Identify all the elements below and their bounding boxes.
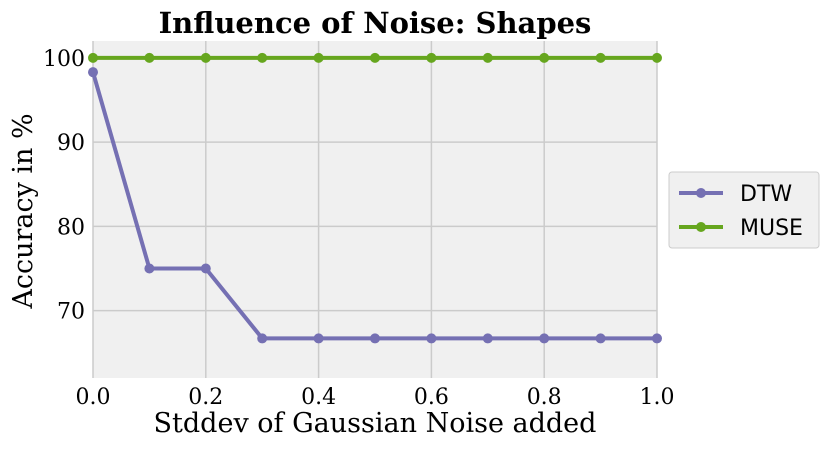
data-point — [257, 52, 268, 63]
legend-item-dtw: DTW — [679, 182, 792, 207]
legend-item-muse: MUSE — [679, 216, 803, 241]
chart-title: Influence of Noise: Shapes — [159, 6, 592, 40]
data-point — [539, 333, 550, 344]
y-axis-label: Accuracy in % — [8, 113, 39, 309]
x-tick-label: 0.0 — [76, 385, 111, 410]
y-tick-label: 70 — [57, 300, 85, 325]
legend: DTW MUSE — [668, 171, 820, 249]
tick-labels: 0.0 0.2 0.4 0.6 0.8 1.0 70 80 90 100 — [43, 47, 675, 410]
x-tick-label: 0.4 — [301, 385, 336, 410]
legend-label: DTW — [740, 182, 792, 207]
data-point — [426, 52, 437, 63]
x-tick-label: 0.6 — [414, 385, 449, 410]
data-point — [88, 67, 98, 78]
y-tick-label: 90 — [57, 131, 85, 156]
legend-swatch-marker — [696, 188, 706, 198]
y-tick-label: 80 — [57, 215, 85, 240]
data-point — [88, 52, 98, 63]
data-point — [200, 52, 211, 63]
data-point — [595, 52, 606, 63]
data-point — [539, 52, 550, 63]
data-point — [652, 52, 662, 63]
series-dtw — [88, 67, 662, 344]
data-point — [482, 52, 493, 63]
data-point — [370, 52, 380, 63]
data-point — [313, 52, 324, 63]
data-point — [595, 333, 606, 344]
series-muse — [88, 52, 662, 63]
y-tick-label: 100 — [43, 47, 85, 72]
data-point — [257, 333, 268, 344]
legend-label: MUSE — [740, 216, 803, 241]
data-point — [144, 52, 155, 63]
x-tick-label: 1.0 — [640, 385, 675, 410]
plot-area — [93, 41, 657, 378]
data-point — [652, 333, 662, 344]
legend-swatch-marker — [696, 222, 706, 232]
series-layer — [88, 52, 662, 344]
data-point — [144, 263, 155, 274]
data-point — [426, 333, 437, 344]
data-point — [370, 333, 380, 344]
x-tick-label: 0.2 — [188, 385, 223, 410]
x-axis-label: Stddev of Gaussian Noise added — [154, 408, 597, 439]
data-point — [200, 263, 211, 274]
data-point — [313, 333, 324, 344]
data-point — [482, 333, 493, 344]
x-tick-label: 0.8 — [527, 385, 562, 410]
